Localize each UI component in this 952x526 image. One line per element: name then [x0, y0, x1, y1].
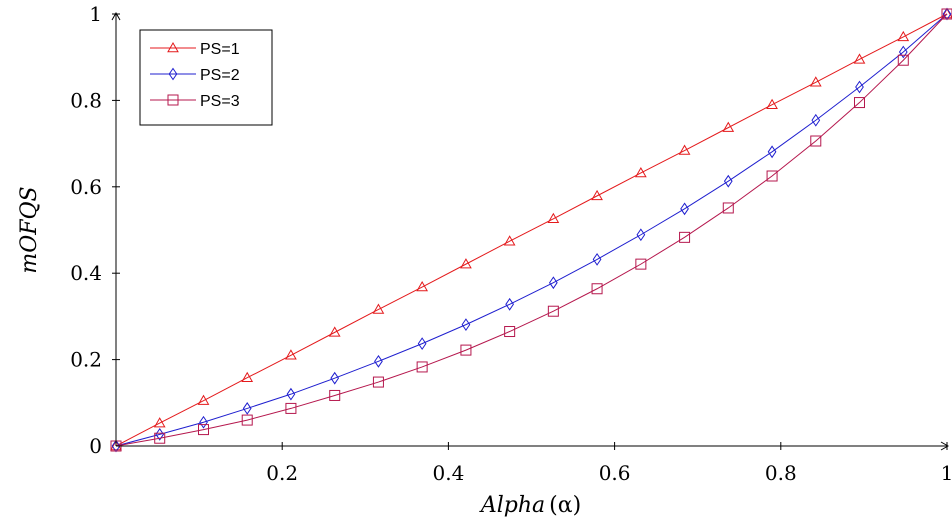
x-tick-label: 0.4	[432, 461, 464, 485]
data-point-ps-3	[941, 8, 952, 20]
data-point-ps-3	[810, 135, 822, 147]
series-ps-2	[111, 7, 952, 453]
data-point-ps-3	[329, 389, 341, 401]
legend-item-ps-3: PS=3	[150, 93, 240, 110]
data-point-ps-3	[285, 402, 297, 414]
legend-box	[139, 29, 273, 126]
data-point-ps-1	[722, 121, 735, 132]
data-point-ps-1	[591, 189, 603, 201]
data-point-ps-2	[242, 402, 252, 415]
data-point-ps-2	[592, 252, 602, 266]
legend-label-ps-1: PS=1	[200, 41, 240, 58]
data-point-ps-2	[417, 337, 427, 351]
data-point-ps-2	[680, 202, 689, 216]
data-point-ps-3	[766, 170, 778, 182]
axes	[111, 11, 950, 451]
legend-marker-ps-3	[167, 94, 179, 106]
data-point-ps-3	[372, 376, 384, 388]
x-axis-title-main: Alpha	[479, 493, 545, 518]
x-tick-label: 1	[941, 461, 952, 485]
data-point-ps-2	[286, 387, 296, 401]
data-point-ps-3	[547, 305, 559, 317]
data-point-ps-2	[548, 276, 558, 290]
x-axis-title: Alpha (α)	[479, 493, 581, 518]
data-point-ps-1	[460, 258, 472, 269]
data-point-ps-1	[897, 30, 910, 42]
data-point-ps-1	[853, 53, 866, 64]
data-point-ps-1	[941, 7, 952, 19]
data-point-ps-1	[285, 349, 297, 360]
data-point-ps-1	[197, 394, 210, 405]
tick-labels: 0.2 0.4 0.6 0.8 1 0 0.2 0.4 0.6 0.8 1	[70, 2, 952, 485]
legend-marker-ps-1	[167, 41, 179, 53]
x-axis-title-symbol: (α)	[549, 493, 581, 518]
x-tick-label: 0.2	[266, 461, 298, 485]
x-axis-arrow	[940, 441, 950, 451]
data-point-ps-2	[636, 228, 646, 242]
data-point-ps-2	[155, 427, 165, 441]
legend-items: PS=1 PS=2 PS=3	[150, 41, 240, 110]
legend-item-ps-1: PS=1	[150, 41, 240, 58]
y-tick-label: 0.6	[70, 175, 102, 199]
data-point-ps-3	[722, 202, 734, 214]
data-point-ps-1	[634, 166, 647, 178]
data-point-ps-2	[855, 80, 864, 94]
x-tick-label: 0.6	[599, 461, 631, 485]
data-point-ps-3	[241, 414, 253, 426]
data-point-ps-1	[372, 303, 385, 314]
series-line-ps-1	[115, 13, 948, 447]
data-point-ps-1	[547, 212, 560, 224]
data-point-ps-2	[199, 415, 208, 429]
series-lines	[110, 7, 952, 453]
y-tick-label: 1	[89, 2, 102, 26]
data-point-ps-2	[330, 371, 340, 385]
data-point-ps-3	[504, 326, 516, 338]
series-ps-3	[110, 8, 952, 452]
data-point-ps-2	[767, 145, 777, 159]
legend-marker-ps-2	[168, 67, 178, 81]
y-axis-title: mOFQS	[17, 186, 42, 273]
data-point-ps-3	[591, 283, 603, 295]
y-tick-label: 0	[89, 434, 102, 458]
y-tick-label: 0.2	[70, 348, 102, 372]
data-point-ps-1	[766, 98, 778, 109]
x-tick-label: 0.8	[765, 461, 797, 485]
data-point-ps-2	[374, 354, 383, 368]
data-point-ps-1	[153, 417, 166, 428]
y-axis-arrow	[111, 11, 121, 21]
data-point-ps-1	[678, 144, 691, 155]
series-line-ps-3	[115, 13, 948, 447]
data-point-ps-1	[503, 235, 516, 246]
y-tick-label: 0.4	[70, 261, 102, 285]
data-point-ps-1	[241, 371, 254, 382]
legend-item-ps-2: PS=2	[150, 67, 240, 84]
data-point-ps-1	[328, 326, 341, 337]
data-point-ps-3	[460, 344, 472, 356]
data-point-ps-3	[679, 231, 691, 243]
data-point-ps-2	[723, 174, 733, 188]
legend: PS=1 PS=2 PS=3	[139, 29, 273, 126]
data-point-ps-2	[505, 297, 515, 311]
series-line-ps-2	[115, 13, 948, 447]
legend-label-ps-2: PS=2	[200, 67, 240, 84]
data-point-ps-2	[811, 113, 821, 127]
data-point-ps-3	[635, 258, 647, 270]
data-point-ps-2	[461, 318, 471, 331]
data-point-ps-3	[416, 361, 428, 373]
data-point-ps-3	[897, 54, 909, 66]
data-point-ps-1	[809, 76, 822, 87]
data-point-ps-3	[853, 97, 865, 109]
y-tick-label: 0.8	[70, 88, 102, 112]
data-point-ps-3	[198, 424, 210, 436]
data-point-ps-1	[416, 281, 429, 292]
legend-label-ps-3: PS=3	[200, 93, 240, 110]
data-point-ps-2	[898, 45, 908, 59]
data-point-ps-3	[154, 432, 166, 444]
